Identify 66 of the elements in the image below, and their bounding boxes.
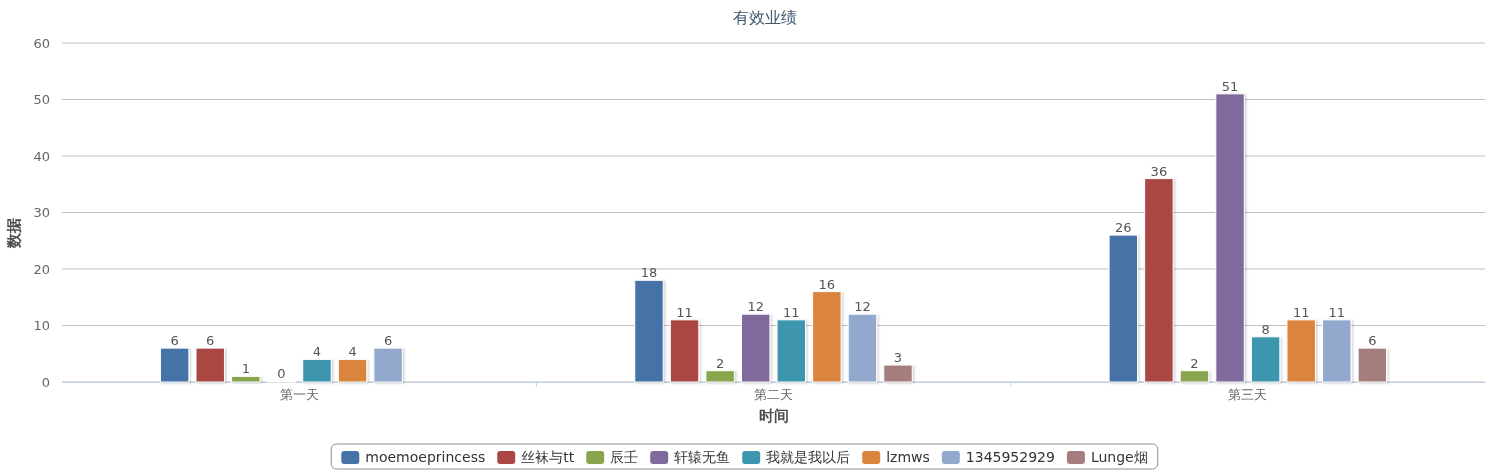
bar bbox=[1179, 370, 1210, 383]
bar bbox=[373, 347, 403, 383]
data-label: 4 bbox=[312, 344, 322, 360]
data-label: 8 bbox=[1261, 321, 1270, 337]
data-label: 3 bbox=[893, 350, 903, 366]
data-label: 36 bbox=[1150, 163, 1168, 179]
data-label: 2 bbox=[716, 355, 725, 371]
data-label: 0 bbox=[277, 366, 286, 381]
y-tick-label: 20 bbox=[33, 261, 50, 277]
bar bbox=[883, 364, 913, 383]
bar bbox=[195, 347, 225, 383]
data-label: 6 bbox=[383, 333, 393, 349]
bar bbox=[231, 375, 261, 383]
legend-label: 我就是我以后 bbox=[766, 449, 851, 465]
bar bbox=[847, 313, 878, 383]
bar bbox=[705, 370, 735, 383]
x-tick-label: 第一天 bbox=[279, 387, 319, 403]
data-label: 16 bbox=[818, 276, 836, 292]
y-tick-label: 50 bbox=[33, 92, 50, 108]
bar bbox=[776, 319, 807, 383]
data-label: 11 bbox=[1292, 304, 1310, 320]
bar bbox=[634, 279, 664, 383]
data-label: 18 bbox=[640, 265, 658, 281]
y-tick-label: 0 bbox=[41, 374, 50, 390]
bar bbox=[669, 319, 700, 383]
data-label: 4 bbox=[348, 344, 357, 360]
legend-label: 辰壬 bbox=[610, 449, 639, 465]
legend-label: moemoeprincess bbox=[365, 449, 486, 465]
bar bbox=[812, 291, 842, 383]
legend-label: lzmws bbox=[886, 449, 930, 465]
bar bbox=[302, 358, 332, 383]
data-label: 11 bbox=[1328, 304, 1346, 320]
bar bbox=[1286, 319, 1316, 383]
y-tick-label: 10 bbox=[33, 318, 50, 334]
bar bbox=[337, 358, 368, 383]
legend-label: 轩辕无鱼 bbox=[674, 449, 731, 465]
data-label: 1 bbox=[241, 361, 250, 377]
bar bbox=[1144, 178, 1174, 383]
data-label: 2 bbox=[1190, 355, 1199, 371]
x-tick-label: 第三天 bbox=[1228, 387, 1268, 403]
data-label: 11 bbox=[783, 304, 800, 320]
y-axis-title: 数据 bbox=[5, 217, 23, 249]
y-tick-label: 30 bbox=[33, 205, 50, 221]
data-label: 12 bbox=[854, 299, 871, 315]
chart-title: 有效业绩 bbox=[733, 8, 797, 27]
bar bbox=[1108, 234, 1139, 383]
bar bbox=[1322, 319, 1352, 383]
legend-label: 1345952929 bbox=[965, 449, 1055, 465]
data-label: 6 bbox=[206, 333, 215, 349]
data-label: 6 bbox=[170, 333, 179, 349]
data-label: 11 bbox=[676, 304, 693, 320]
bar bbox=[1250, 336, 1281, 383]
legend-label: Lunge烟 bbox=[1090, 449, 1148, 465]
y-tick-label: 40 bbox=[33, 148, 50, 164]
bar bbox=[740, 313, 771, 383]
bar bbox=[159, 347, 190, 383]
data-label: 6 bbox=[1368, 333, 1377, 349]
y-tick-label: 60 bbox=[33, 35, 50, 51]
x-tick-label: 第二天 bbox=[754, 387, 793, 403]
data-label: 12 bbox=[747, 299, 764, 315]
bar bbox=[1357, 347, 1388, 383]
legend-label: 丝袜与tt bbox=[521, 449, 575, 465]
x-axis-title: 时间 bbox=[758, 407, 789, 425]
data-label: 26 bbox=[1115, 220, 1132, 236]
bar bbox=[1215, 93, 1245, 383]
data-label: 51 bbox=[1221, 78, 1239, 94]
